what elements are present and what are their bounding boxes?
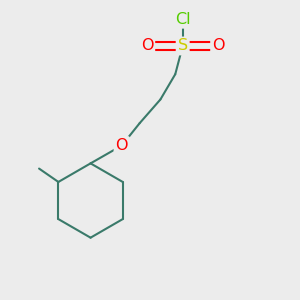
Text: S: S	[178, 38, 188, 53]
Text: Cl: Cl	[175, 12, 190, 27]
Text: O: O	[212, 38, 225, 53]
Text: O: O	[116, 138, 128, 153]
Text: O: O	[141, 38, 153, 53]
